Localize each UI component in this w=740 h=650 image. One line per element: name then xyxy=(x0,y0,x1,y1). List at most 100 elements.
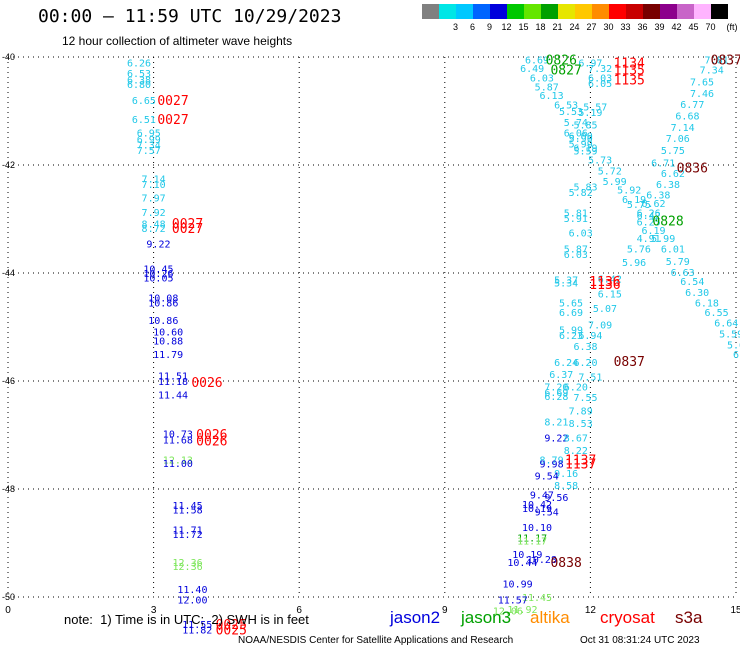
wave-height-label: 11.51 xyxy=(158,372,188,383)
wave-height-label: 9.54 xyxy=(535,472,559,483)
wave-height-label: 6.06 xyxy=(564,129,588,140)
wave-height-label: 7.20 xyxy=(544,382,568,393)
scale-unit: (ft) xyxy=(726,22,738,32)
scale-label: 24 xyxy=(569,22,580,32)
wave-height-label: 6.42 xyxy=(637,211,661,222)
wave-height-label: 9.16 xyxy=(554,469,578,480)
scale-label: 33 xyxy=(620,22,631,32)
wave-height-label: 11.45 xyxy=(173,501,203,512)
wave-height-label: 8.67 xyxy=(564,434,588,445)
pass-time-label: 1136 xyxy=(589,278,620,293)
wave-height-label: 6.01 xyxy=(661,245,685,256)
wave-height-label: 6.03 xyxy=(588,74,612,85)
wave-height-label: 10.19 xyxy=(522,504,552,515)
wave-height-label: 5.99 xyxy=(569,139,593,150)
scale-swatch xyxy=(694,4,711,19)
scale-swatch xyxy=(575,4,592,19)
x-tick-label: 0 xyxy=(5,605,11,616)
wave-height-label: 5.73 xyxy=(588,156,612,167)
wave-height-label: 6.71 xyxy=(651,158,675,169)
wave-height-label: 11.72 xyxy=(173,530,203,541)
wave-height-label: 5.91 xyxy=(564,214,588,225)
wave-height-label: 6.69 xyxy=(525,56,549,67)
wave-height-label: 5.19 xyxy=(578,108,602,119)
y-tick-label: -44 xyxy=(2,268,15,278)
wave-height-label: 5.96 xyxy=(622,258,646,269)
wave-height-label: 11.00 xyxy=(163,459,193,470)
legend-cryosat: cryosat xyxy=(600,608,655,627)
wave-height-label: 6.77 xyxy=(680,100,704,111)
wave-height-label: 9.56 xyxy=(544,493,568,504)
credit-line: NOAA/NESDIS Center for Satellite Applica… xyxy=(238,635,514,646)
legend-s3a: s3a xyxy=(675,608,703,627)
wave-height-label: 6.25 xyxy=(637,218,661,229)
wave-height-label: 5.59 xyxy=(573,146,597,157)
wave-height-label: 5.37 xyxy=(554,275,578,286)
page-title: 00:00 – 11:59 UTC 10/29/2023 xyxy=(38,6,342,27)
pass-time-label: 1135 xyxy=(614,63,645,78)
wave-height-label: 6.00 xyxy=(569,131,593,142)
pass-time-label: 0025 xyxy=(216,623,247,638)
page-subtitle: 12 hour collection of altimeter wave hei… xyxy=(62,34,293,48)
wave-height-label: 7.34 xyxy=(137,140,161,151)
wave-height-label: 10.73 xyxy=(163,429,193,440)
wave-height-label: 6.55 xyxy=(705,308,729,319)
wave-height-label: 6.62 xyxy=(661,169,685,180)
wave-height-label: 6.63 xyxy=(671,268,695,279)
wave-height-label: 6.24 xyxy=(554,358,578,369)
wave-height-label: 12.36 xyxy=(173,558,203,569)
pass-time-label: 0026 xyxy=(196,428,227,443)
axis-labels: 0 3 6 9 12 15 -40 -42 -44 -46 -48 -50 xyxy=(2,52,740,616)
wave-height-label: 6.54 xyxy=(680,277,704,288)
wave-height-label: 6.49 xyxy=(520,64,544,75)
wave-height-label: 7.51 xyxy=(578,373,602,384)
wave-height-label: 6.26 xyxy=(637,209,661,220)
wave-height-label: 6.65 xyxy=(132,96,156,107)
wave-height-label: 6.64 xyxy=(714,319,738,330)
wave-height-label: 6.95 xyxy=(137,129,161,140)
wave-height-label: 6.28 xyxy=(544,392,568,403)
scale-swatch xyxy=(592,4,609,19)
wave-height-label: 10.99 xyxy=(503,580,533,591)
wave-height-label: 6.03 xyxy=(564,250,588,261)
wave-height-label: 5.75 xyxy=(661,146,685,157)
scale-swatch xyxy=(507,4,524,19)
y-tick-label: -48 xyxy=(2,484,15,494)
wave-height-label: 7.09 xyxy=(588,320,612,331)
x-tick-label: 9 xyxy=(442,605,448,616)
wave-height-label: 11.17 xyxy=(517,536,547,547)
pass-time-label: 0826 xyxy=(546,54,577,69)
pass-time-label: 0026 xyxy=(196,434,227,449)
pass-time-label: 0027 xyxy=(172,222,203,237)
wave-height-label: 10.88 xyxy=(153,337,183,348)
scale-label: 70 xyxy=(705,22,716,32)
wave-height-label: 5.99 xyxy=(603,177,627,188)
scale-label: 12 xyxy=(501,22,512,32)
wave-height-label: 6.18 xyxy=(695,299,719,310)
wave-height-label: 10.42 xyxy=(522,500,552,511)
wave-height-label: 6.20 xyxy=(573,358,597,369)
wave-height-label: 6.05 xyxy=(588,79,612,90)
pass-time-label: 0837 xyxy=(614,355,645,370)
wave-height-label: 5.65 xyxy=(559,299,583,310)
wave-height-label: 7.81 xyxy=(705,56,729,67)
wave-height-label: 5.57 xyxy=(583,103,607,114)
grid-lines xyxy=(7,56,737,598)
legend-altika: altika xyxy=(530,608,570,627)
wave-height-label: 6.26 xyxy=(127,58,151,69)
wave-height-label: 11.45 xyxy=(522,593,552,604)
scale-label: 42 xyxy=(671,22,682,32)
wave-height-label: 6.51 xyxy=(132,115,156,126)
wave-height-label: 7.14 xyxy=(671,123,695,134)
scale-label: 39 xyxy=(654,22,665,32)
wave-height-label: 7.97 xyxy=(142,193,166,204)
legend-jason2: jason2 xyxy=(390,608,441,627)
scale-swatch xyxy=(490,4,507,19)
wave-height-label: 5.99 xyxy=(559,326,583,337)
wave-height-label: 10.45 xyxy=(143,265,173,276)
wave-height-label: 6.53 xyxy=(127,69,151,80)
scale-swatch xyxy=(626,4,643,19)
scale-label: 27 xyxy=(586,22,597,32)
pass-time-label: 1137 xyxy=(565,453,596,468)
